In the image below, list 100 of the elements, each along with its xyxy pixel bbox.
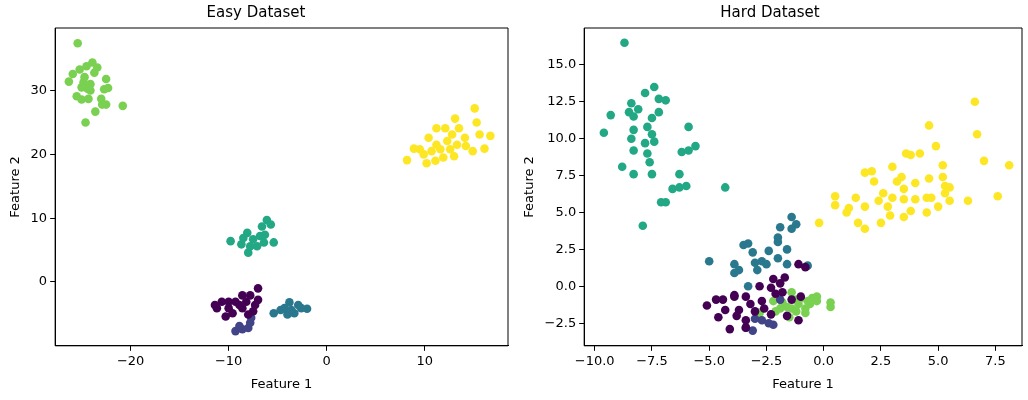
point bbox=[226, 236, 235, 246]
point bbox=[830, 200, 840, 210]
point bbox=[748, 326, 758, 335]
point bbox=[629, 125, 638, 135]
point bbox=[447, 130, 457, 139]
point bbox=[874, 196, 883, 205]
x-axis-title: Feature 1 bbox=[250, 375, 313, 391]
point bbox=[424, 133, 433, 143]
y-tick-label: 30 bbox=[30, 81, 48, 97]
point bbox=[81, 118, 90, 127]
point bbox=[257, 222, 267, 231]
point bbox=[743, 239, 753, 248]
point bbox=[720, 305, 730, 315]
point bbox=[741, 292, 751, 301]
point bbox=[750, 307, 760, 316]
point bbox=[472, 118, 481, 127]
point bbox=[440, 123, 450, 133]
point bbox=[906, 206, 916, 216]
point bbox=[851, 193, 861, 203]
point bbox=[718, 295, 728, 304]
y-tick-label: 12.5 bbox=[547, 93, 577, 109]
point bbox=[675, 169, 684, 179]
point bbox=[452, 140, 462, 150]
point bbox=[253, 284, 263, 293]
point bbox=[643, 122, 652, 132]
point bbox=[915, 149, 925, 158]
x-tick-label: −20 bbox=[116, 352, 145, 368]
x-axis-title: Feature 1 bbox=[772, 375, 834, 391]
point bbox=[711, 295, 721, 304]
point bbox=[714, 313, 723, 322]
point bbox=[910, 178, 920, 188]
point bbox=[734, 305, 744, 315]
point bbox=[867, 166, 877, 176]
point bbox=[73, 39, 82, 48]
point bbox=[640, 88, 650, 98]
point bbox=[629, 146, 638, 155]
point bbox=[794, 259, 803, 269]
point bbox=[814, 218, 824, 228]
point bbox=[778, 287, 787, 297]
point bbox=[427, 146, 436, 156]
x-tick-label: 5.0 bbox=[927, 352, 949, 368]
point bbox=[629, 112, 638, 121]
point bbox=[245, 291, 255, 300]
point bbox=[883, 202, 893, 211]
point bbox=[794, 315, 803, 325]
point bbox=[892, 177, 902, 186]
point bbox=[654, 107, 664, 117]
point bbox=[787, 287, 796, 297]
point bbox=[787, 212, 796, 222]
x-tick-label: 7.5 bbox=[985, 352, 1006, 368]
x-tick-label: −10 bbox=[214, 352, 243, 368]
point bbox=[460, 133, 470, 143]
point bbox=[238, 291, 247, 300]
point bbox=[415, 144, 425, 154]
point bbox=[260, 230, 270, 240]
point bbox=[259, 238, 269, 247]
point bbox=[645, 158, 654, 167]
point bbox=[748, 248, 758, 257]
point bbox=[933, 202, 943, 211]
point bbox=[118, 101, 128, 111]
point bbox=[431, 156, 440, 166]
point bbox=[627, 98, 636, 108]
point bbox=[963, 196, 973, 205]
point bbox=[702, 301, 712, 310]
point bbox=[888, 193, 897, 203]
y-tick-label: −2.5 bbox=[544, 314, 577, 330]
chart-title: Hard Dataset bbox=[720, 2, 820, 21]
point bbox=[241, 297, 251, 307]
y-tick-label: 10 bbox=[30, 209, 48, 225]
x-tick-label: 2.5 bbox=[870, 352, 892, 368]
point bbox=[853, 218, 863, 228]
point bbox=[860, 168, 870, 177]
point bbox=[910, 194, 920, 204]
point bbox=[454, 123, 464, 133]
point bbox=[661, 96, 670, 105]
point bbox=[91, 107, 100, 116]
point bbox=[439, 153, 448, 162]
point bbox=[75, 65, 84, 74]
point bbox=[787, 224, 796, 234]
point bbox=[606, 110, 616, 120]
point bbox=[649, 82, 659, 92]
point bbox=[743, 282, 753, 291]
point bbox=[486, 131, 495, 141]
point bbox=[64, 77, 74, 86]
point bbox=[970, 97, 980, 107]
point bbox=[924, 121, 934, 130]
point bbox=[480, 144, 489, 153]
point bbox=[775, 279, 785, 288]
point bbox=[228, 308, 237, 318]
point bbox=[647, 169, 657, 179]
point bbox=[791, 307, 801, 316]
point bbox=[252, 241, 262, 251]
point bbox=[945, 196, 954, 205]
point bbox=[787, 295, 796, 304]
point bbox=[869, 177, 879, 186]
point bbox=[759, 304, 769, 313]
point bbox=[96, 94, 106, 104]
point bbox=[734, 265, 744, 275]
point bbox=[769, 274, 778, 284]
point bbox=[80, 72, 89, 82]
